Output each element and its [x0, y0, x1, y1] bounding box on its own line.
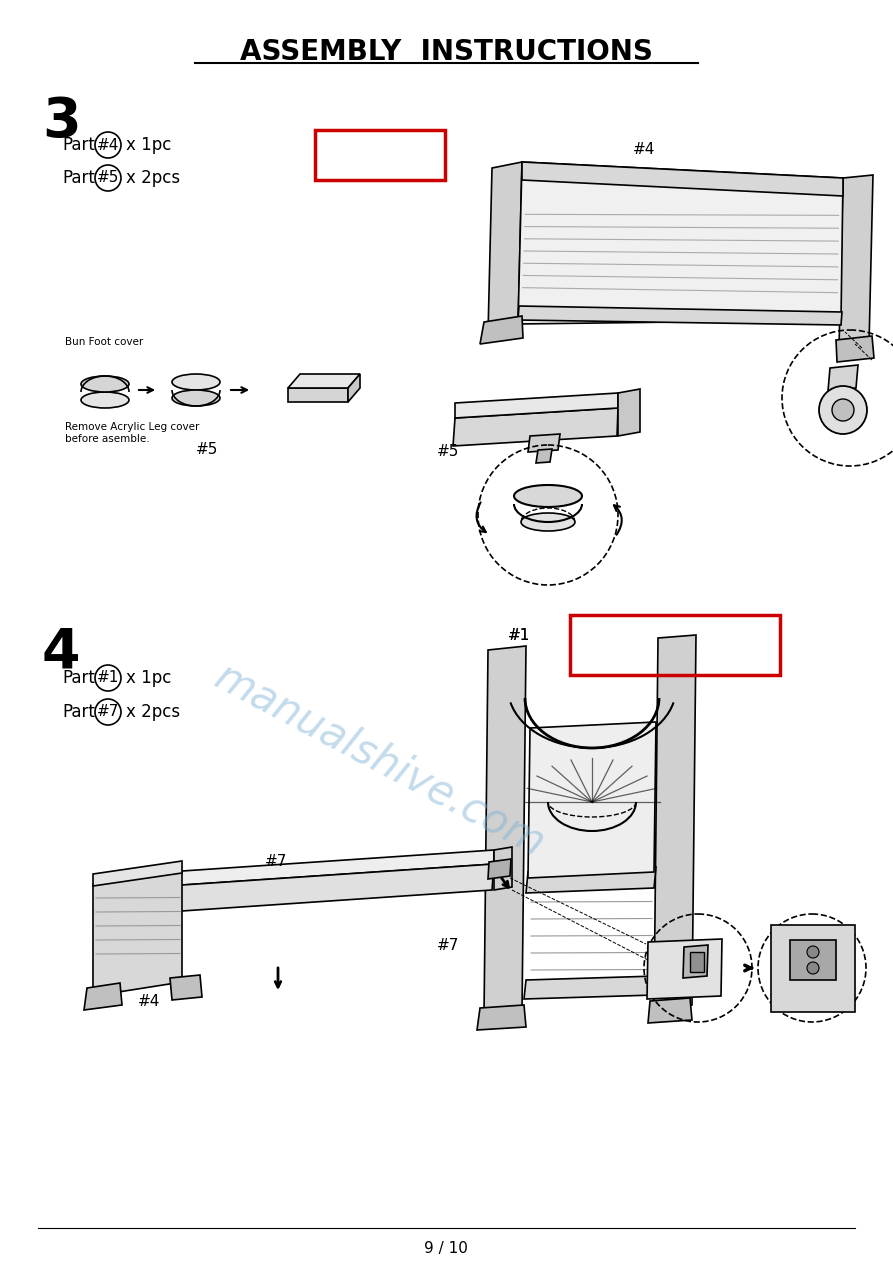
Circle shape: [807, 962, 819, 974]
Text: #5: #5: [437, 445, 459, 460]
Text: x 2pcs: x 2pcs: [126, 169, 180, 187]
Polygon shape: [108, 864, 494, 916]
Polygon shape: [93, 871, 182, 997]
Polygon shape: [648, 998, 692, 1023]
Text: #7: #7: [265, 855, 288, 869]
Bar: [570, 615, 780, 674]
Text: #1: #1: [96, 671, 119, 686]
Polygon shape: [790, 940, 836, 980]
Text: ASSEMBLY  INSTRUCTIONS: ASSEMBLY INSTRUCTIONS: [239, 38, 653, 66]
Bar: [690, 952, 704, 973]
Circle shape: [832, 399, 854, 421]
Ellipse shape: [81, 392, 129, 408]
Polygon shape: [108, 850, 494, 890]
Text: x 1pc: x 1pc: [126, 669, 171, 687]
Text: #5: #5: [96, 171, 119, 186]
Text: 3: 3: [42, 95, 80, 149]
Polygon shape: [288, 374, 360, 388]
Polygon shape: [494, 847, 512, 890]
Polygon shape: [477, 1005, 526, 1031]
Text: #7: #7: [96, 705, 119, 720]
Text: #4: #4: [633, 141, 655, 157]
Polygon shape: [480, 316, 523, 344]
Text: x 1pc: x 1pc: [126, 136, 171, 154]
Text: manualshive.com: manualshive.com: [208, 655, 552, 865]
Polygon shape: [518, 162, 843, 325]
Ellipse shape: [521, 513, 575, 530]
Text: 9 / 10: 9 / 10: [424, 1240, 468, 1255]
Text: 4: 4: [42, 625, 80, 679]
Text: #4: #4: [138, 994, 161, 1009]
Polygon shape: [522, 162, 843, 196]
Polygon shape: [488, 859, 511, 879]
Polygon shape: [288, 388, 348, 402]
Text: #4: #4: [96, 138, 119, 153]
Polygon shape: [526, 866, 656, 893]
Polygon shape: [618, 389, 640, 436]
Polygon shape: [528, 434, 560, 452]
Polygon shape: [683, 945, 708, 978]
Text: Part: Part: [62, 703, 95, 721]
Polygon shape: [839, 176, 873, 349]
Text: Part: Part: [62, 136, 95, 154]
Polygon shape: [536, 450, 552, 464]
Polygon shape: [654, 635, 696, 1008]
Text: Part: Part: [62, 169, 95, 187]
Polygon shape: [348, 374, 360, 402]
Text: #1: #1: [508, 628, 530, 643]
Polygon shape: [455, 393, 618, 418]
Polygon shape: [524, 976, 657, 999]
Polygon shape: [484, 645, 526, 1015]
Text: Remove Acrylic Leg cover
before asemble.: Remove Acrylic Leg cover before asemble.: [65, 422, 199, 443]
Polygon shape: [836, 336, 874, 362]
Ellipse shape: [81, 376, 129, 392]
Text: Bun Foot cover: Bun Foot cover: [65, 337, 143, 347]
Text: #1: #1: [508, 628, 530, 643]
Polygon shape: [528, 722, 656, 878]
Circle shape: [819, 386, 867, 434]
Ellipse shape: [514, 485, 582, 506]
Ellipse shape: [172, 374, 220, 390]
Polygon shape: [93, 861, 182, 887]
Polygon shape: [488, 162, 522, 333]
Polygon shape: [828, 365, 858, 392]
Polygon shape: [518, 306, 842, 325]
Circle shape: [807, 946, 819, 959]
Polygon shape: [647, 938, 722, 999]
Ellipse shape: [172, 390, 220, 405]
Polygon shape: [170, 975, 202, 1000]
Text: x 2pcs: x 2pcs: [126, 703, 180, 721]
Polygon shape: [453, 408, 618, 446]
Text: Part: Part: [62, 669, 95, 687]
Polygon shape: [84, 983, 122, 1010]
Text: #5: #5: [196, 442, 219, 457]
Text: #7: #7: [437, 938, 459, 954]
Polygon shape: [771, 925, 855, 1012]
Bar: [315, 130, 445, 181]
